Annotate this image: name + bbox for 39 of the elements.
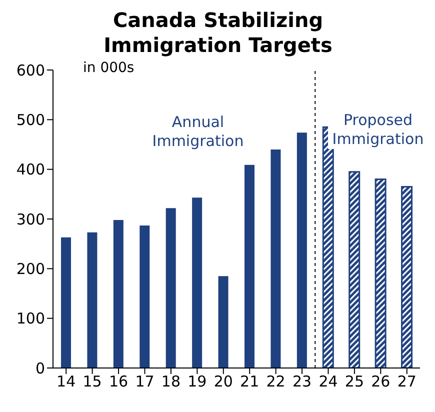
bar: [140, 225, 150, 368]
bar: [192, 198, 202, 368]
bar: [218, 276, 228, 368]
bar: [270, 149, 281, 368]
y-tick-label: 100: [16, 310, 45, 328]
bar: [348, 171, 360, 368]
bar: [296, 132, 307, 368]
bar: [87, 232, 98, 368]
y-tick-label: 200: [16, 260, 45, 278]
x-tick-label: 25: [344, 372, 364, 391]
series-label: Proposed Immigration: [328, 111, 428, 149]
x-tick-label: 19: [188, 372, 207, 391]
series-label: Annual Immigration: [151, 113, 245, 151]
x-tick-label: 17: [135, 372, 154, 391]
chart-title: Canada Stabilizing Immigration Targets: [102, 8, 334, 58]
x-tick-label: 26: [371, 372, 390, 391]
bar: [401, 186, 413, 368]
y-tick-label: 400: [16, 160, 45, 179]
x-tick-label: 27: [397, 372, 416, 391]
bar: [322, 126, 334, 368]
x-tick-label: 20: [214, 372, 233, 391]
bar: [61, 237, 71, 368]
annotation: in 000s: [83, 60, 134, 76]
bar: [113, 220, 124, 368]
y-tick-label: 0: [35, 359, 45, 378]
y-tick-label: 500: [16, 110, 45, 129]
x-tick-label: 14: [56, 372, 76, 391]
y-tick-label: 600: [16, 61, 45, 80]
x-tick-label: 16: [108, 372, 128, 391]
bar: [374, 178, 386, 368]
bar: [166, 208, 176, 368]
x-tick-label: 15: [82, 372, 102, 391]
x-tick-label: 21: [240, 372, 260, 391]
x-tick-label: 22: [266, 372, 286, 391]
bar: [244, 164, 254, 368]
x-tick-label: 23: [292, 372, 312, 391]
y-tick-label: 300: [16, 210, 45, 228]
x-tick-label: 24: [318, 372, 338, 391]
x-tick-label: 18: [161, 372, 181, 391]
